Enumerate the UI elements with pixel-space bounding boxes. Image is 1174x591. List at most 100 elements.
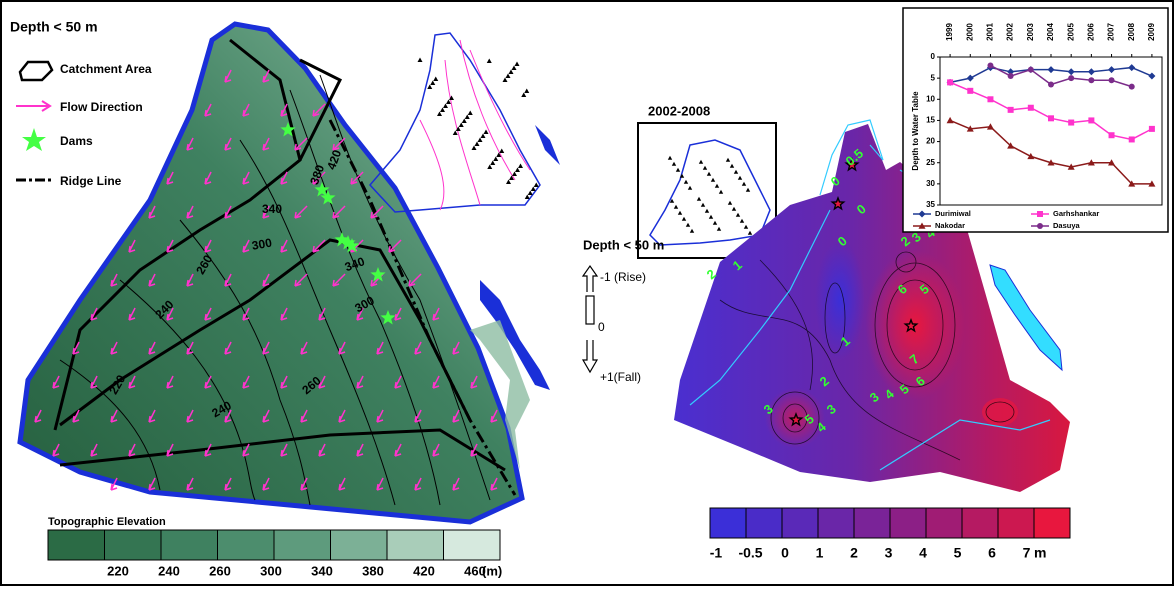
station [512, 172, 517, 177]
zero-label: 0 [598, 320, 605, 334]
x-tick-label: 2007 [1107, 23, 1116, 41]
y-tick-label: 15 [926, 116, 935, 125]
station [524, 89, 529, 94]
colorbar-cell [782, 508, 818, 538]
colorbar-cell [962, 508, 998, 538]
colorbar-cell [854, 508, 890, 538]
point [947, 79, 953, 85]
colorbar-label: 420 [413, 563, 435, 578]
point [987, 96, 993, 102]
station [430, 81, 435, 86]
y-tick-label: 30 [926, 179, 935, 188]
point [1048, 81, 1054, 87]
colorbar-label: 5 [954, 545, 962, 561]
station [525, 195, 530, 200]
station [459, 123, 464, 128]
colorbar-cell [444, 530, 501, 560]
point [1037, 223, 1043, 229]
station [453, 131, 458, 136]
station [472, 146, 477, 151]
point [1088, 117, 1094, 123]
station [487, 59, 492, 64]
colorbar-cell [48, 530, 105, 560]
y-tick-label: 0 [931, 52, 936, 61]
colorbar-label: 220 [107, 563, 129, 578]
colorbar-cell [331, 530, 388, 560]
colorbar-cell [161, 530, 218, 560]
station [499, 149, 504, 154]
colorbar-cell [818, 508, 854, 538]
station [440, 108, 445, 113]
station [475, 142, 480, 147]
station [481, 134, 486, 139]
station [518, 164, 523, 169]
x-tick-label: 1999 [945, 23, 954, 41]
station [487, 165, 492, 170]
x-tick-label: 2002 [1006, 23, 1015, 41]
station [462, 119, 467, 124]
station [490, 161, 495, 166]
colorbar-label: 1 [816, 545, 824, 561]
rise-label: -1 (Rise) [600, 270, 646, 284]
x-tick-label: 2001 [986, 23, 995, 41]
x-tick-label: 2005 [1066, 23, 1075, 41]
point [1109, 132, 1115, 138]
point [1068, 120, 1074, 126]
mini-map [370, 33, 560, 212]
depth-label: Depth < 50 m [583, 237, 664, 252]
colorbar-cell [274, 530, 331, 560]
colorbar-cell [926, 508, 962, 538]
colorbar-cell [998, 508, 1034, 538]
y-tick-label: 35 [926, 200, 935, 209]
station [437, 112, 442, 117]
x-tick-label: 2006 [1086, 23, 1095, 41]
legend-label: Nakodar [935, 221, 965, 230]
colorbar-cell [890, 508, 926, 538]
station [531, 187, 536, 192]
colorbar-label: -0.5 [738, 545, 762, 561]
station [515, 62, 520, 67]
point [1048, 115, 1054, 121]
rise-arrow [583, 266, 597, 292]
x-tick-label: 2000 [965, 23, 974, 41]
point [1028, 105, 1034, 111]
station [493, 157, 498, 162]
station [509, 70, 514, 75]
station [418, 58, 423, 63]
point [1129, 136, 1135, 142]
station [506, 74, 511, 79]
x-tick-label: 2008 [1127, 23, 1136, 41]
contour-label: 340 [262, 202, 282, 216]
colorbar-label: 6 [988, 545, 996, 561]
y-tick-label: 25 [926, 158, 935, 167]
station [478, 138, 483, 143]
colorbar-label: 240 [158, 563, 180, 578]
colorbar-label: -1 [710, 545, 723, 561]
colorbar-cell [105, 530, 162, 560]
fall-label: +1(Fall) [600, 370, 641, 384]
colorbar-cell [746, 508, 782, 538]
station [506, 180, 511, 185]
legend-label: Garhshankar [1053, 209, 1099, 218]
legend-icon [20, 62, 52, 80]
colorbar-title: Topographic Elevation [48, 516, 166, 528]
left-title: Depth < 50 m [10, 19, 98, 35]
x-tick-label: 2003 [1026, 23, 1035, 41]
inset-title: 2002-2008 [648, 103, 710, 118]
x-tick-label: 2009 [1147, 23, 1156, 41]
point [1129, 84, 1135, 90]
legend-icon [22, 128, 46, 151]
colorbar-label: 3 [885, 545, 893, 561]
point [1109, 77, 1115, 83]
station [468, 111, 473, 116]
station [521, 93, 526, 98]
point [1008, 73, 1014, 79]
colorbar-label: 340 [311, 563, 333, 578]
colorbar-label: 0 [781, 545, 789, 561]
station [528, 191, 533, 196]
point [987, 62, 993, 68]
point [967, 88, 973, 94]
x-tick-label: 2004 [1046, 23, 1055, 41]
bar-icon [586, 296, 594, 324]
elevation-map: 420380340300260240220240260300340 [20, 24, 550, 522]
